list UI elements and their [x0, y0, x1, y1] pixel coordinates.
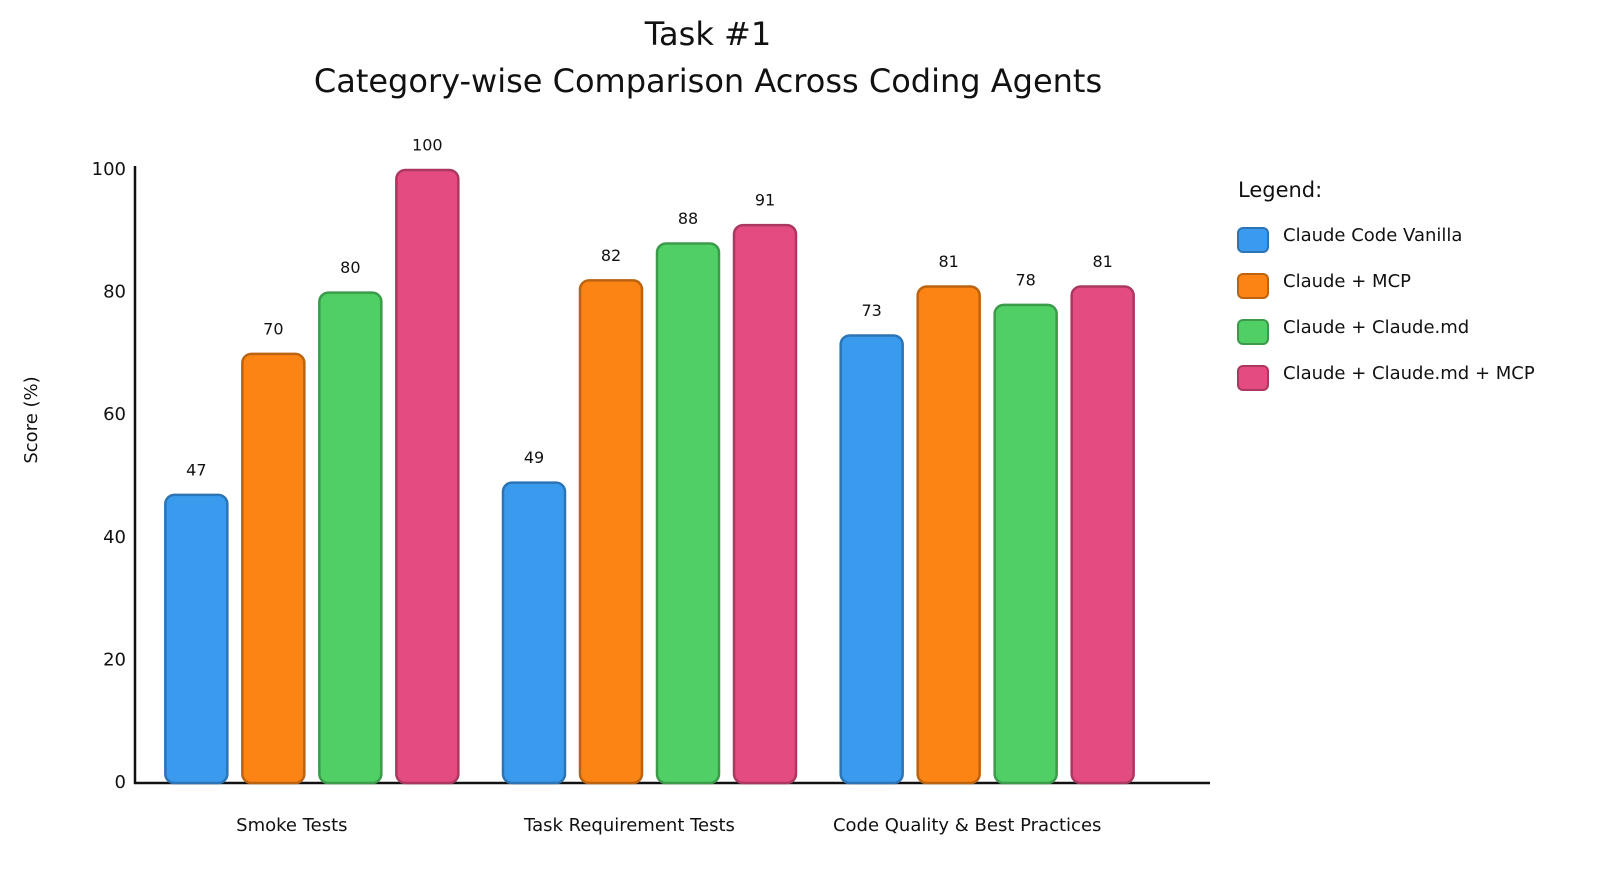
bar: [655, 242, 721, 785]
bar: [1070, 285, 1135, 785]
y-tick-label: 0: [115, 772, 126, 793]
data-label: 91: [755, 191, 775, 210]
data-label: 47: [186, 460, 206, 479]
legend-label: Claude + MCP: [1283, 271, 1411, 292]
bar: [501, 481, 567, 785]
bar: [732, 223, 798, 785]
data-label: 78: [1015, 270, 1035, 289]
legend-label: Claude + Claude.md + MCP: [1283, 363, 1535, 384]
data-label: 73: [861, 301, 881, 320]
legend-label: Claude Code Vanilla: [1283, 225, 1462, 246]
data-label: 81: [938, 252, 958, 271]
y-tick-label: 100: [92, 159, 126, 180]
x-tick-label: Task Requirement Tests: [523, 815, 735, 836]
y-axis-label: Score (%): [21, 376, 42, 463]
legend-swatch: [1237, 273, 1269, 299]
bar: [395, 168, 460, 785]
legend-swatch: [1237, 365, 1269, 391]
bar: [318, 291, 383, 785]
bar: [993, 303, 1058, 785]
bar: [839, 334, 904, 785]
legend-swatch: [1237, 227, 1269, 253]
data-label: 88: [678, 209, 698, 228]
legend-title: Legend:: [1238, 178, 1322, 202]
bar: [164, 493, 229, 785]
chart-title: Task #1: [644, 15, 771, 53]
data-label: 100: [412, 136, 443, 155]
data-label: 82: [601, 246, 621, 265]
data-label: 49: [524, 448, 544, 467]
y-tick-label: 60: [103, 404, 126, 425]
chart-subtitle: Category-wise Comparison Across Coding A…: [314, 62, 1102, 100]
bar: [241, 352, 306, 785]
y-tick-label: 20: [103, 649, 126, 670]
bar: [578, 279, 644, 785]
x-tick-label: Smoke Tests: [236, 815, 347, 836]
data-label: 70: [263, 319, 283, 338]
x-tick-label: Code Quality & Best Practices: [833, 815, 1101, 836]
data-label: 81: [1092, 252, 1112, 271]
data-label: 80: [340, 258, 360, 277]
y-tick-label: 80: [103, 282, 126, 303]
bar: [916, 285, 981, 785]
legend-label: Claude + Claude.md: [1283, 317, 1469, 338]
legend-swatch: [1237, 319, 1269, 345]
y-tick-label: 40: [103, 527, 126, 548]
